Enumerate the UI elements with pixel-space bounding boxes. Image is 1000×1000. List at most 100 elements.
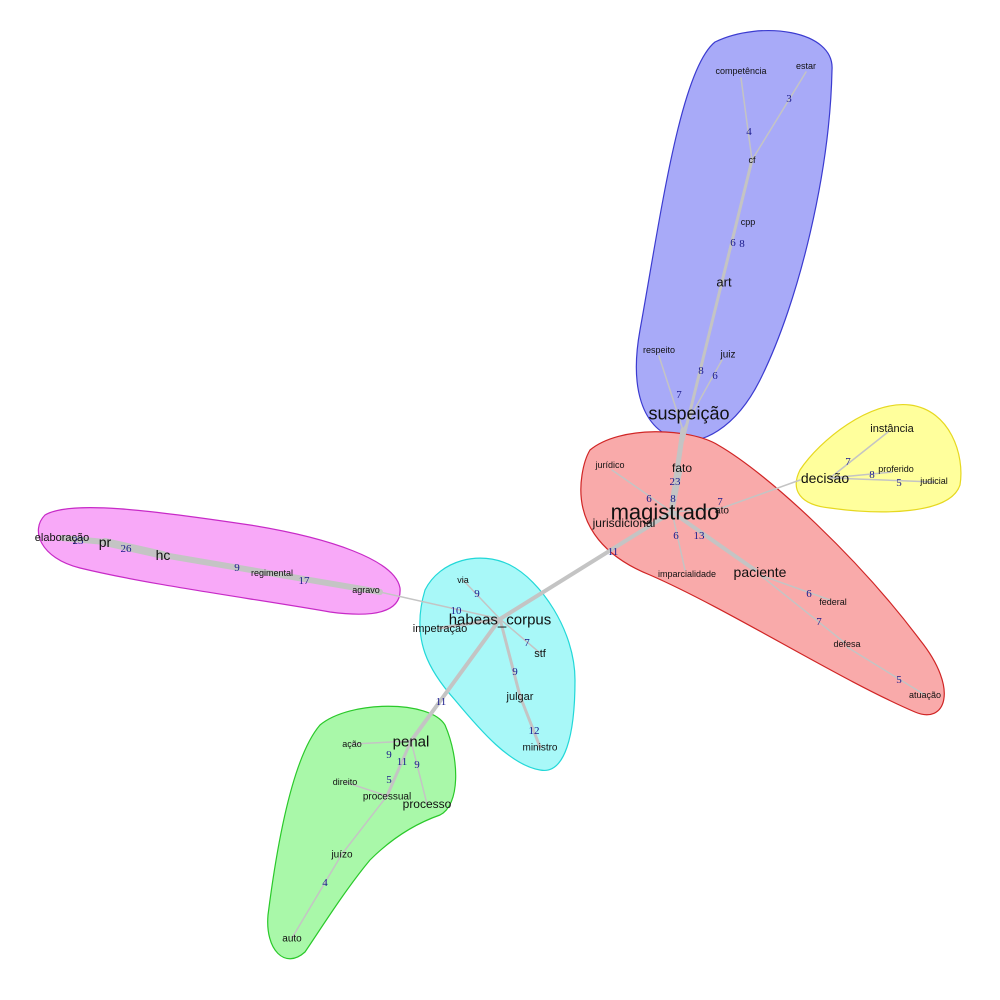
edge-habeas_corpus-julgar [498,617,522,698]
edge-decisao-proferido [829,471,893,479]
cluster-hc [37,506,401,615]
edge-weight-magistrado-fato: 23 [670,476,682,488]
word-via: via [457,575,469,585]
edge-weight-habeas_corpus-via: 9 [474,588,480,600]
edge-weight-habeas_corpus-julgar: 9 [512,666,518,678]
word-habeas-corpus: habeas_corpus [449,611,552,628]
edge-weight-layer: 4 3 7 6 23 6 7 6 13 6 7 5 7 8 5 11 9 10 7 9 12 17 9 26 23 11 9 11 9 5… [73,93,903,889]
edge-suspeicao-juiz [682,359,723,431]
edge-magistrado-habeas_corpus [498,510,674,621]
cluster-penal [267,705,457,960]
word-ato: ato [715,506,729,517]
edge-weight-suspeicao-juiz: 6 [712,370,718,382]
word-jurisdicional: jurisdicional [592,516,656,530]
edge-weight-juizo-auto: 4 [322,877,328,889]
edge-habeas_corpus-agravo [379,591,501,620]
edge-weight-cf-competencia: 4 [746,126,752,138]
edge-weight-agravo-regimental: 17 [299,575,311,587]
edge-ato-decisao [721,479,801,509]
edge-processual-juizo [341,795,388,855]
edge-magistrado-ato [671,507,721,513]
word-juridico: jurídico [594,460,624,470]
word-atuacao: atuação [909,690,941,700]
word-estar: estar [796,61,816,71]
edge-weight-penal-processual: 11 [397,756,408,768]
edge-weight-julgar-ministro: 12 [529,725,540,737]
word-cf: cf [748,155,756,165]
edge-habeas_corpus-impetracao [438,617,502,630]
word-regimental: regimental [251,568,293,578]
word-magistrado: magistrado [611,500,720,525]
edge-paciente-federal [759,574,831,601]
edge-hc-pr [101,538,167,559]
word-direito: direito [333,777,358,787]
edge-weight-juiz: 8 [698,365,704,377]
edge-weight-paciente-federal: 6 [806,588,812,600]
word-juiz: juiz [719,350,735,361]
word-pr: pr [99,534,112,550]
edge-weight-decisao-instancia: 7 [845,456,851,468]
edge-defesa-atuacao [846,646,926,696]
word-fato: fato [672,461,692,475]
edge-weight-habeas_corpus-penal: 11 [436,696,447,708]
word-paciente: paciente [734,564,787,580]
edge-weight-decisao-judicial: 5 [896,477,902,489]
word-judicial: judicial [919,476,948,486]
edge-weight-art: 8 [739,238,745,250]
word-respeito: respeito [643,345,675,355]
edge-weight-magistrado-juridico: 6 [646,493,652,505]
edge-weight-cf-estar: 3 [786,93,792,105]
word-label-layer: suspeição competência estar cf cpp art respeit… [35,61,948,944]
edge-weight-magistrado-imparcialidade: 6 [673,530,679,542]
edge-habeas_corpus-penal [409,617,502,743]
word-instancia: instância [870,423,914,435]
edge-weight-magistrado-ato: 7 [717,496,723,508]
edge-weight-paciente-defesa: 7 [816,616,822,628]
edge-weight-habeas_corpus-impetracao: 10 [451,605,463,617]
edge-weight-magistrado-habeas_corpus: 11 [608,546,619,558]
edge-magistrado-fato [669,467,683,513]
edge-weight-cpp: 6 [730,237,736,249]
word-agravo: agravo [352,585,380,595]
cluster-layer [37,30,962,960]
edge-weight-defesa-atuacao: 5 [896,674,902,686]
word-proferido: proferido [878,464,914,474]
edge-decisao-instancia [829,431,889,479]
word-federal: federal [819,597,847,607]
edge-weight-habeas_corpus-stf: 7 [524,637,530,649]
edge-magistrado-paciente [670,510,757,572]
edge-weight-magistrado-paciente: 13 [694,530,706,542]
edge-suspeicao-cf [681,158,754,442]
cluster-decisao [795,404,962,513]
edge-penal-processo [410,740,428,805]
edge-juizo-auto [291,853,343,939]
edge-weight-agravo-hc: 9 [234,562,240,574]
edge-weight-penal-acao: 9 [386,749,392,761]
edge-penal-processual [385,739,413,798]
edge-cf-competencia [740,77,753,161]
edge-decisao-judicial [829,477,935,483]
edge-agravo-hc [160,552,383,595]
edge-penal-acao [351,740,412,745]
word-imparcialidade: imparcialidade [658,569,716,579]
edge-weight-pr-elaboracao: 23 [73,535,85,547]
edge-weight-hc-pr: 26 [121,543,133,555]
word-impetracao: impetração [413,623,467,635]
edge-processual-direito [344,781,388,797]
word-ministro: ministro [522,743,557,754]
word-suspeicao: suspeição [648,403,729,423]
edge-weight-decisao-proferido: 8 [869,469,875,481]
edge-cf-estar [751,71,807,161]
edge-weight-processual-direito: 5 [386,774,392,786]
word-stf: stf [534,648,547,660]
edge-habeas_corpus-stf [499,618,541,654]
word-auto: auto [282,934,302,945]
edge-weight-jurisdicional: 8 [670,493,676,505]
edge-weight-suspeicao-respeito: 7 [676,389,682,401]
edge-pr-elaboracao [59,535,108,545]
word-penal: penal [393,733,430,750]
edge-weight-penal-processo: 9 [414,759,420,771]
word-competencia: competência [715,66,766,76]
edge-suspeicao-respeito [658,355,684,431]
